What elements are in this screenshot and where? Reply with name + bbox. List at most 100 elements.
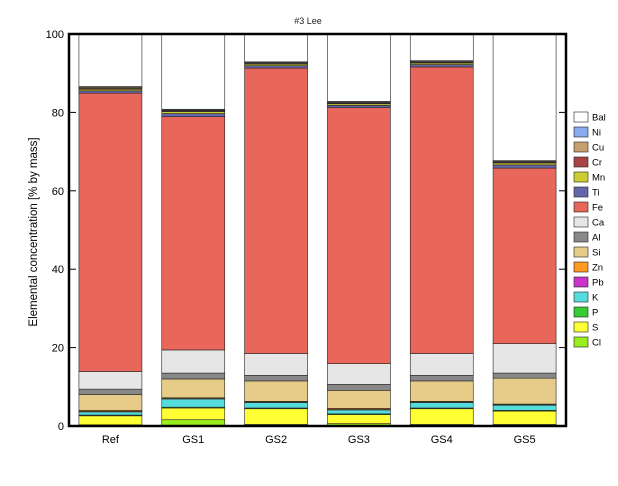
legend: Bal Ni Cu Cr Mn Ti Fe Ca Al Si Zn Pb KPS Cl [573,111,606,349]
bar-segment-si-gs4 [409,380,474,402]
x-tick-label-ref: Ref [102,434,120,446]
bar-segment-bal-ref [78,33,143,87]
bar-segment-bal-gs4 [409,34,474,61]
bar-segment-ti-gs2 [244,65,308,69]
legend-label-zn: Zn [592,263,603,274]
bar-segment-fe-gs5 [492,167,557,344]
axes-group: 0 20 40 60 80 100 Ref GS1 GS2 GS3 GS4 GS5 [46,29,568,446]
y-tick-label: 60 [52,186,64,198]
legend-swatch-ca [573,216,589,228]
legend-item-zn: Zn [573,261,603,274]
legend-label-cl: Cl [592,338,601,349]
bar-segment-si-ref [78,394,143,411]
bar-segment-k-gs2 [244,402,308,409]
legend-swatch-al [573,231,589,243]
bar-segment-al-gs4 [409,375,474,382]
bar-segment-ca-gs5 [492,343,557,374]
bar-segment-bal-gs3 [327,33,391,102]
legend-swatch-bal [573,111,589,123]
bar-segment-ti-gs3 [327,105,391,108]
legend-swatch-s [573,321,589,333]
plot-frame [67,32,568,428]
bar-segment-fe-gs2 [244,67,308,354]
legend-label-mn: Mn [592,173,605,184]
chart-title: #3 Lee [294,16,322,26]
bar-segment-fe-ref [78,92,143,372]
legend-label-k: K [592,293,599,304]
bar-segment-mn-gs1 [161,111,226,114]
legend-swatch-cl [573,336,589,348]
legend-label-cu: Cu [592,143,604,154]
bar-segment-al-gs5 [492,372,557,379]
x-tick-label-gs5: GS5 [514,434,536,446]
bar-segment-s-gs1 [161,407,226,421]
bars-group [78,33,557,427]
bar-segment-ca-gs3 [327,363,391,385]
bar-segment-mn-gs5 [492,162,557,166]
legend-item-ni: Ni [573,126,601,139]
legend-swatch-cr [573,156,589,168]
bar-segment-s-gs5 [492,410,557,425]
bar-segment-bal-gs1 [161,33,226,110]
legend-swatch-zn [573,261,589,273]
bar-segment-al-gs3 [327,384,391,391]
bar-segment-ca-gs1 [161,349,226,374]
legend-item-ca: Ca [573,216,605,229]
legend-swatch-k [573,291,589,303]
bar-segment-bal-gs5 [492,33,557,161]
legend-item-k: K [573,291,599,304]
legend-item-ti: Ti [573,186,600,199]
legend-label-bal: Bal [592,113,606,124]
bar-segment-k-gs4 [409,402,474,409]
legend-swatch-si [573,246,589,258]
legend-label-s: S [592,323,598,334]
bar-segment-al-gs1 [161,372,226,380]
x-tick-label-gs2: GS2 [265,434,287,446]
legend-item-fe: Fe [573,201,603,214]
bar-segment-ti-gs4 [409,64,474,68]
legend-swatch-fe [573,201,589,213]
x-tick-label-gs3: GS3 [348,434,370,446]
legend-item-mn: Mn [573,171,605,184]
legend-swatch-cu [573,141,589,153]
bar-segment-k-gs5 [492,404,557,411]
bar-segment-s-gs4 [409,408,474,425]
legend-label-pb: Pb [592,278,604,289]
bar-segment-si-gs3 [327,390,391,409]
legend-item-bal: Bal [573,111,606,124]
bar-segment-ca-gs2 [244,353,308,376]
y-tick-label: 100 [46,29,64,41]
legend-swatch-pb [573,276,589,288]
legend-item-s: S [573,321,598,334]
y-tick-label: 40 [52,264,64,276]
legend-item-cl: Cl [573,336,601,349]
x-tick-label-gs1: GS1 [182,434,204,446]
bar-segment-fe-gs1 [161,116,226,351]
bar-segment-fe-gs4 [409,66,474,354]
legend-swatch-ni [573,126,589,138]
legend-item-cr: Cr [573,156,602,169]
legend-label-cr: Cr [592,158,602,169]
bar-segment-k-gs1 [161,398,226,408]
bar-segment-si-gs2 [244,380,308,402]
legend-item-cu: Cu [573,141,604,154]
bar-segment-fe-gs3 [327,107,391,364]
bar-segment-ca-ref [78,371,143,390]
bar-segment-ca-gs4 [409,353,474,376]
y-tick-label: 20 [52,343,64,355]
legend-item-si: Si [573,246,600,259]
bar-segment-al-ref [78,388,143,395]
bar-segment-k-ref [78,411,143,416]
legend-item-al: Al [573,231,600,244]
legend-label-al: Al [592,233,600,244]
legend-label-ca: Ca [592,218,605,229]
bar-segment-ti-ref [78,90,143,94]
bar-segment-s-gs3 [327,414,391,424]
y-axis-label: Elemental concentration [% by mass] [28,137,40,326]
bar-segment-si-gs1 [161,378,226,399]
legend-swatch-mn [573,171,589,183]
legend-swatch-p [573,306,589,318]
bar-segment-s-ref [78,415,143,426]
bar-segment-si-gs5 [492,377,557,405]
